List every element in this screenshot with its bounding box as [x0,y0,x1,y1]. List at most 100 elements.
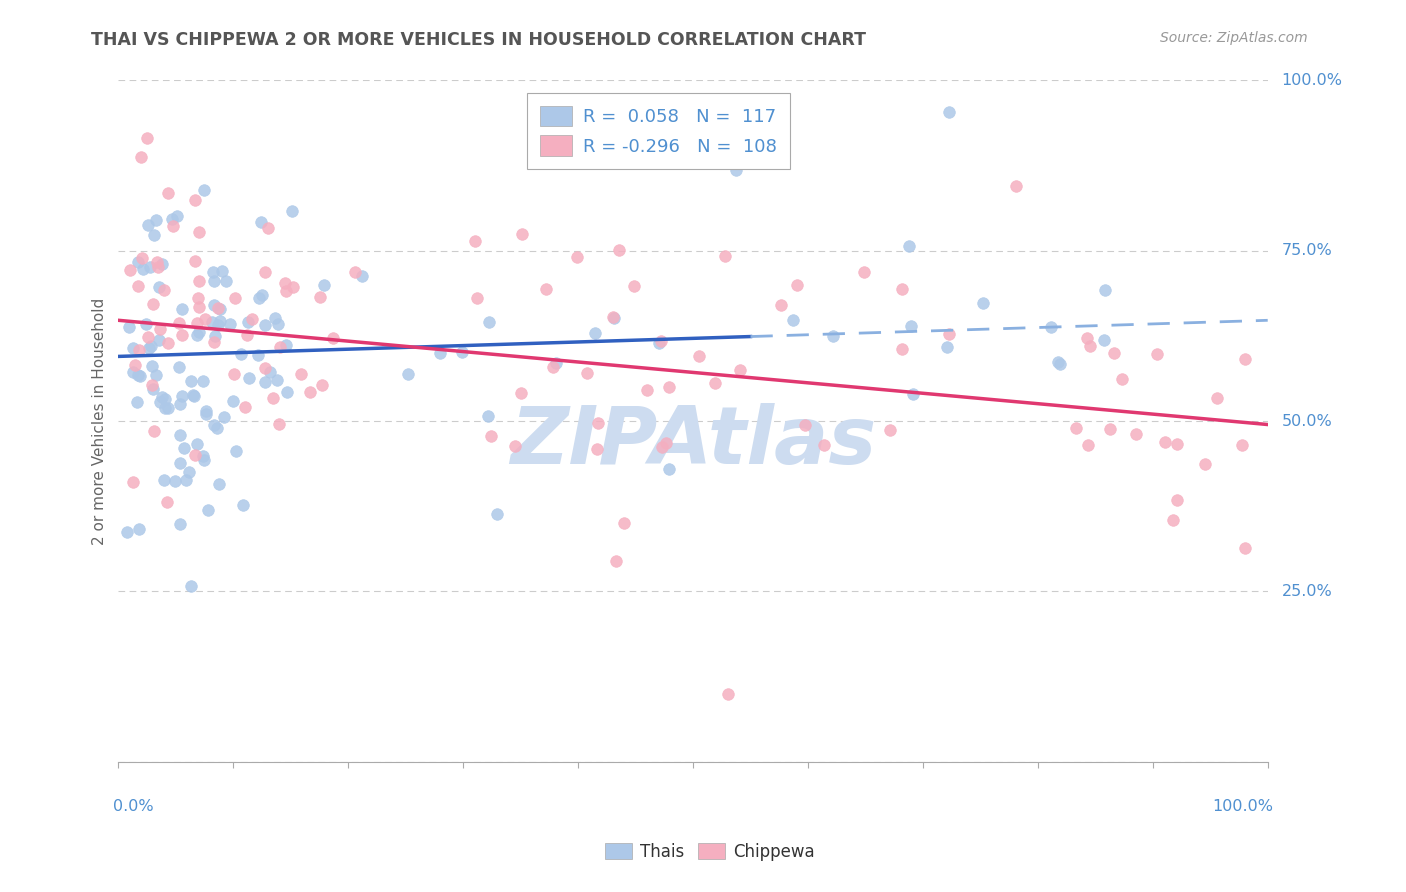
Point [127,279,149,293]
Point [160,211,183,226]
Point [1078,339,1101,353]
Point [1098,422,1121,436]
Point [141,359,163,373]
Point [231,347,253,361]
Point [1076,331,1098,345]
Point [786,278,808,293]
Point [211,263,233,277]
Point [256,221,278,235]
Point [120,263,142,277]
Point [1206,391,1229,405]
Point [197,502,219,516]
Point [477,315,499,329]
Point [821,329,844,343]
Point [173,441,195,455]
Point [155,392,177,407]
Point [688,349,710,363]
Point [503,439,526,453]
Point [1004,179,1026,194]
Point [1125,426,1147,441]
Point [1232,438,1254,452]
Point [184,448,207,462]
Point [648,335,671,350]
Point [193,183,215,197]
Point [267,317,290,331]
Point [281,280,304,294]
Point [208,477,231,491]
Point [253,318,276,332]
Point [169,516,191,531]
Point [655,436,678,450]
Point [972,296,994,310]
Point [477,409,499,423]
Text: THAI VS CHIPPEWA 2 OR MORE VEHICLES IN HOUSEHOLD CORRELATION CHART: THAI VS CHIPPEWA 2 OR MORE VEHICLES IN H… [91,31,866,49]
Point [247,291,270,305]
Point [135,317,157,331]
Point [274,276,297,290]
Point [138,218,160,232]
Point [879,423,901,437]
Point [344,265,367,279]
Point [148,280,170,294]
Point [603,311,626,326]
Point [128,522,150,536]
Point [728,362,751,376]
Point [212,409,235,424]
Point [131,251,153,265]
Point [658,380,681,394]
Point [1064,421,1087,435]
Point [1233,352,1256,367]
Point [180,374,202,388]
Point [121,341,143,355]
Point [145,368,167,383]
Point [1046,354,1069,368]
Point [250,287,273,301]
Point [201,315,224,329]
Point [246,348,269,362]
Text: 100.0%: 100.0% [1212,799,1274,814]
Point [322,331,344,345]
Point [136,131,159,145]
Point [607,243,630,257]
Y-axis label: 2 or more Vehicles in Household: 2 or more Vehicles in Household [93,298,107,545]
Point [651,441,673,455]
Point [1233,541,1256,556]
Point [208,314,231,328]
Point [166,209,188,223]
Point [1161,513,1184,527]
Point [298,385,321,400]
Point [936,340,959,354]
Point [194,312,217,326]
Point [170,301,193,316]
Point [1102,345,1125,359]
Point [193,452,215,467]
Point [225,443,247,458]
Point [451,345,474,359]
Point [510,227,533,241]
Point [290,368,312,382]
Point [202,334,225,349]
Point [167,317,190,331]
Point [782,312,804,326]
Point [583,326,606,340]
Point [142,383,165,397]
Point [534,282,557,296]
Point [509,386,531,401]
Point [139,260,162,274]
Point [1077,438,1099,452]
Point [155,401,177,416]
Point [141,377,163,392]
Point [1166,437,1188,451]
Point [262,392,284,406]
Point [901,386,924,401]
Point [613,516,636,530]
Point [429,345,451,359]
Point [194,404,217,418]
Point [221,394,243,409]
Point [398,367,420,381]
Point [658,461,681,475]
Point [207,318,229,332]
Point [122,475,145,489]
Point [1194,458,1216,472]
Point [186,436,208,450]
